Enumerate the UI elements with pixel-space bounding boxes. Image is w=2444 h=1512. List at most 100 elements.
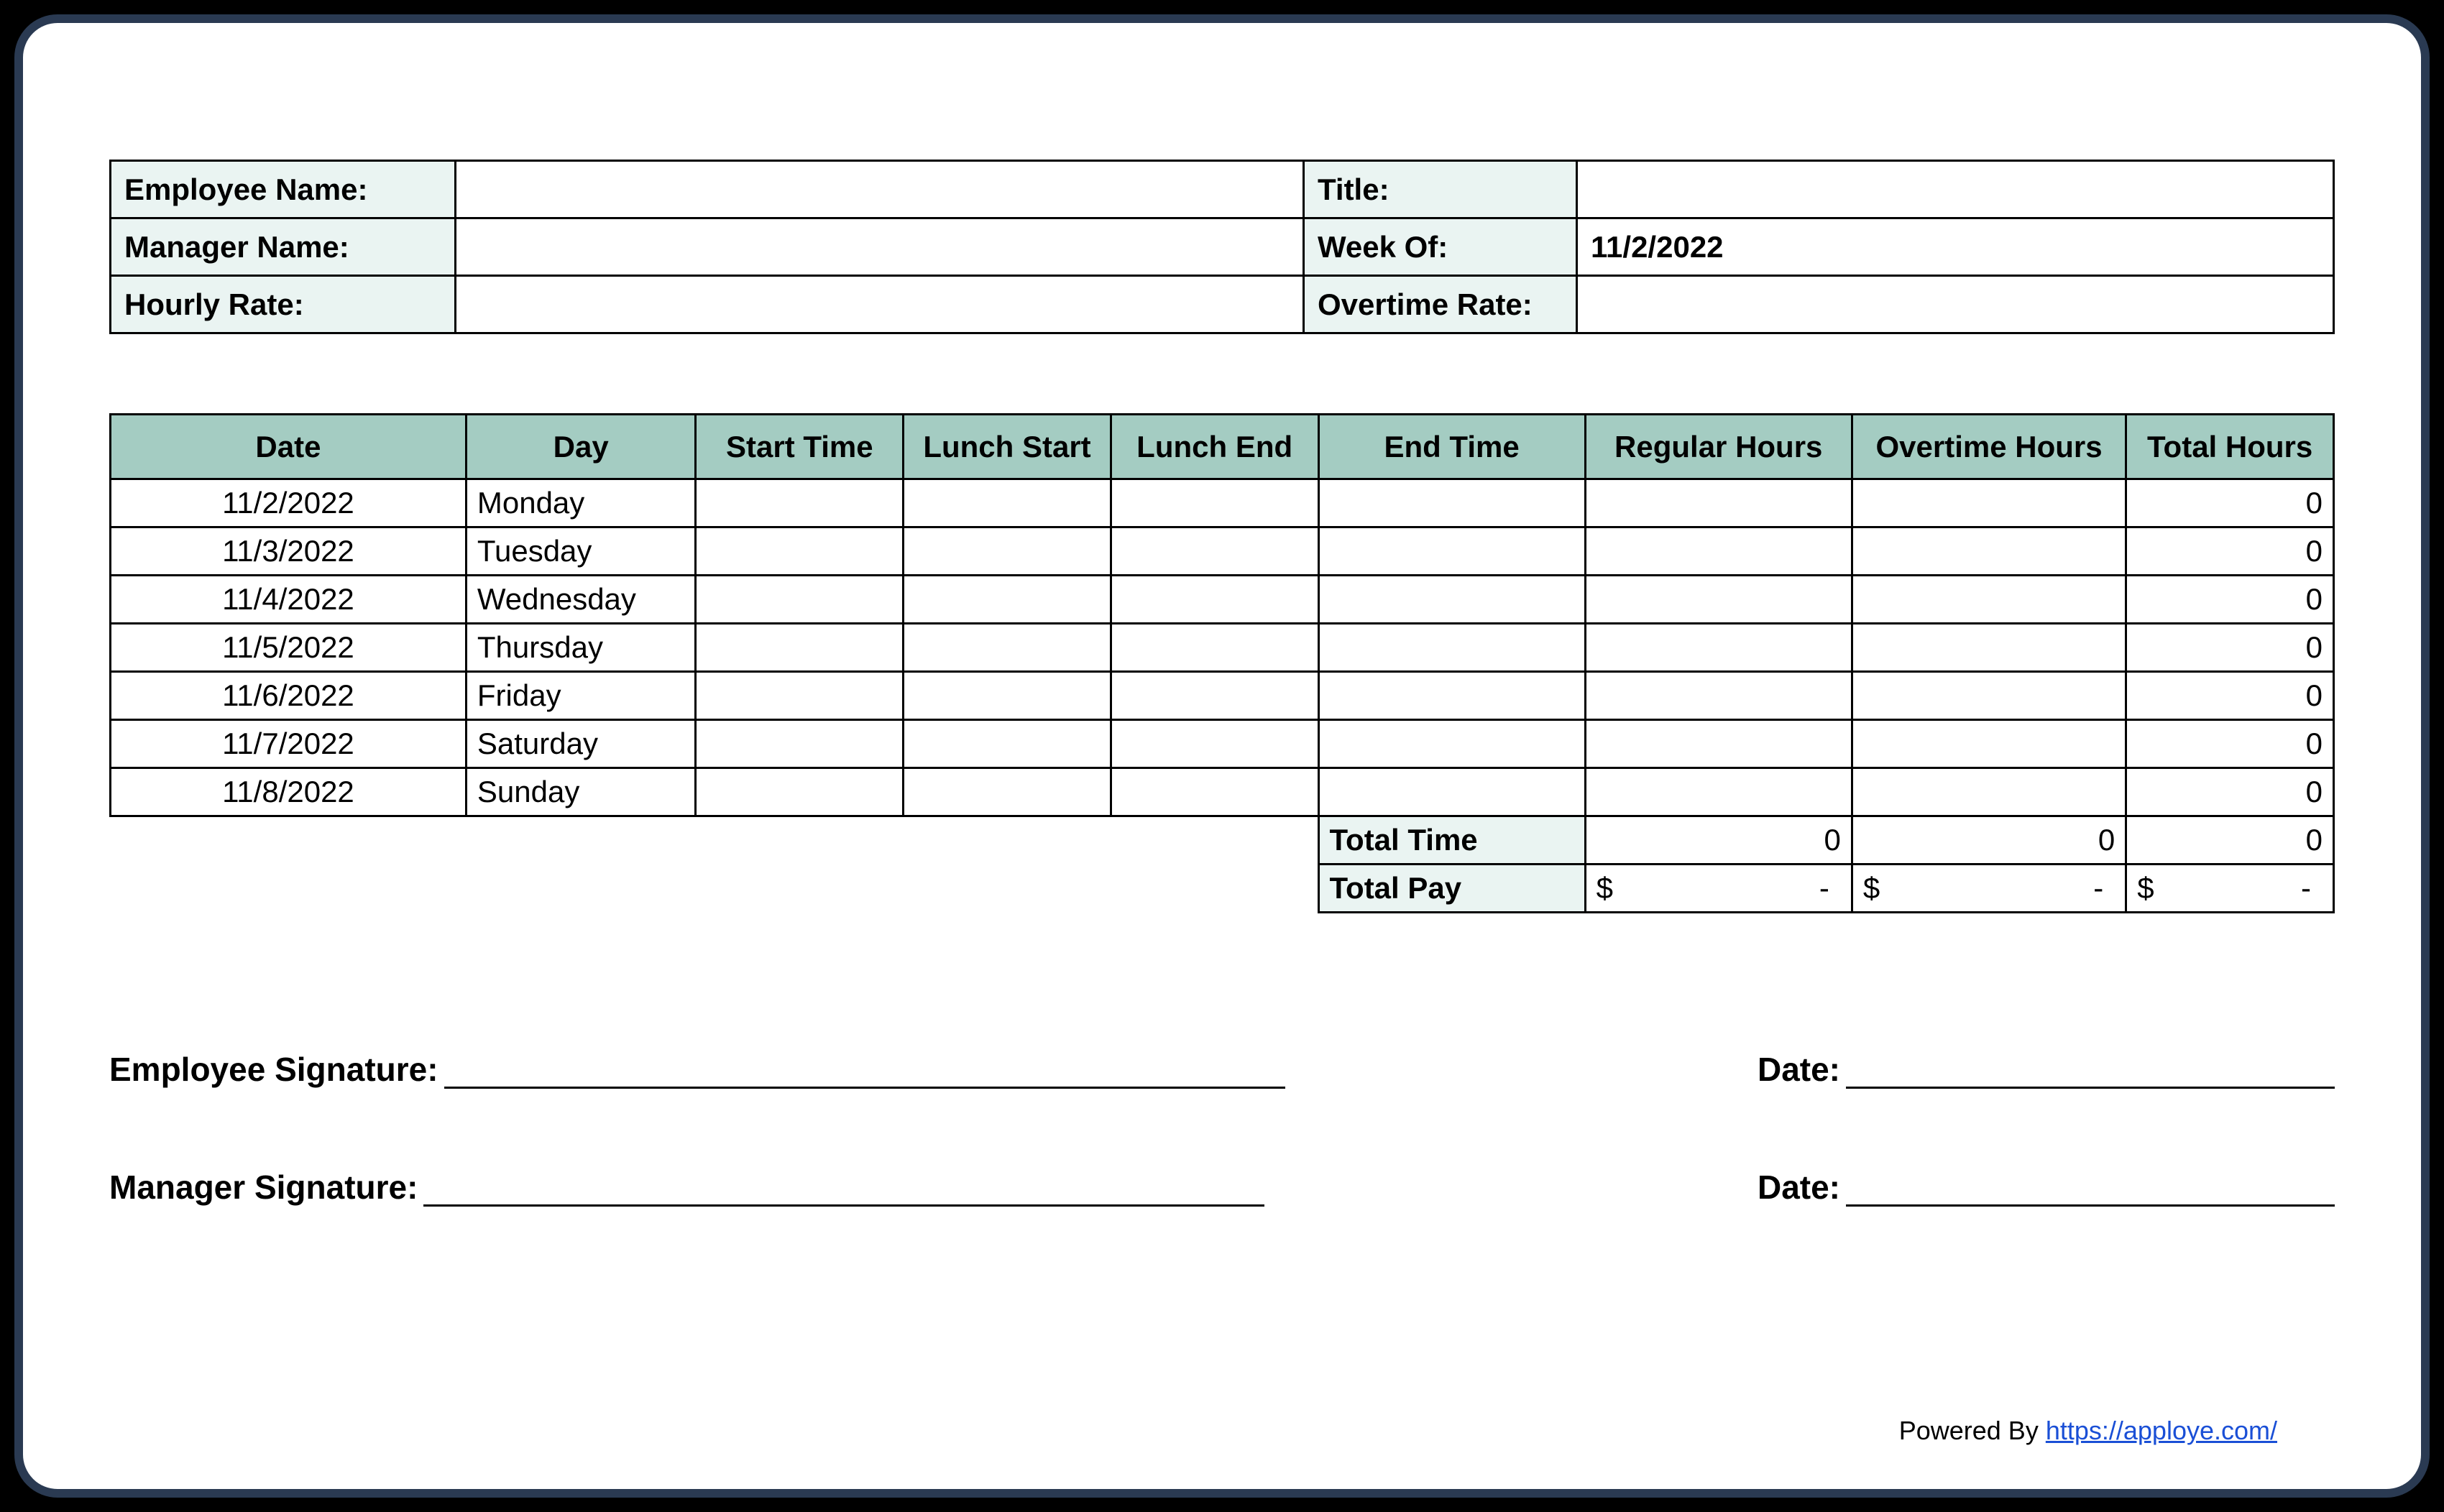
start-cell[interactable] bbox=[696, 624, 904, 672]
table-row: 11/3/2022Tuesday 0 bbox=[111, 527, 2334, 576]
title-value[interactable] bbox=[1577, 161, 2334, 218]
lunch-end-cell[interactable] bbox=[1111, 479, 1318, 527]
week-of-value[interactable]: 11/2/2022 bbox=[1577, 218, 2334, 276]
end-cell[interactable] bbox=[1318, 479, 1585, 527]
start-cell[interactable] bbox=[696, 672, 904, 720]
table-row: 11/5/2022Thursday 0 bbox=[111, 624, 2334, 672]
end-cell[interactable] bbox=[1318, 768, 1585, 816]
manager-signature-line[interactable] bbox=[423, 1174, 1264, 1207]
total-hours-cell: 0 bbox=[2126, 720, 2334, 768]
start-cell[interactable] bbox=[696, 479, 904, 527]
total-reg-time: 0 bbox=[1585, 816, 1852, 865]
table-row: 11/2/2022Monday0 bbox=[111, 479, 2334, 527]
employee-name-value[interactable] bbox=[456, 161, 1304, 218]
end-cell[interactable] bbox=[1318, 527, 1585, 576]
start-cell[interactable] bbox=[696, 576, 904, 624]
totals-pay-row: Total Pay $ - $ - $ - bbox=[111, 865, 2334, 913]
start-cell[interactable] bbox=[696, 768, 904, 816]
lunch-end-cell[interactable] bbox=[1111, 624, 1318, 672]
col-date-header: Date bbox=[111, 415, 467, 479]
overtime-hours-cell[interactable] bbox=[1852, 624, 2126, 672]
overtime-rate-value[interactable] bbox=[1577, 276, 2334, 333]
lunch-end-cell[interactable] bbox=[1111, 768, 1318, 816]
total-reg-pay: $ - bbox=[1585, 865, 1852, 913]
info-row-1: Employee Name: Title: bbox=[111, 161, 2334, 218]
employee-signature-row: Employee Signature: Date: bbox=[109, 1050, 2335, 1089]
lunch-end-cell[interactable] bbox=[1111, 720, 1318, 768]
manager-signature-label: Manager Signature: bbox=[109, 1168, 418, 1207]
date-cell: 11/3/2022 bbox=[111, 527, 467, 576]
info-row-3: Hourly Rate: Overtime Rate: bbox=[111, 276, 2334, 333]
total-hours-cell: 0 bbox=[2126, 479, 2334, 527]
week-of-label: Week Of: bbox=[1304, 218, 1577, 276]
overtime-hours-cell[interactable] bbox=[1852, 768, 2126, 816]
regular-hours-cell[interactable] bbox=[1585, 576, 1852, 624]
regular-hours-cell[interactable] bbox=[1585, 527, 1852, 576]
total-hours-cell: 0 bbox=[2126, 576, 2334, 624]
manager-date-line[interactable] bbox=[1846, 1174, 2335, 1207]
lunch-start-cell[interactable] bbox=[904, 720, 1111, 768]
overtime-hours-cell[interactable] bbox=[1852, 527, 2126, 576]
lunch-start-cell[interactable] bbox=[904, 576, 1111, 624]
end-cell[interactable] bbox=[1318, 672, 1585, 720]
employee-date-label: Date: bbox=[1758, 1050, 1840, 1089]
total-time-label: Total Time bbox=[1318, 816, 1585, 865]
lunch-end-cell[interactable] bbox=[1111, 672, 1318, 720]
end-cell[interactable] bbox=[1318, 624, 1585, 672]
day-cell: Friday bbox=[466, 672, 696, 720]
overtime-hours-cell[interactable] bbox=[1852, 672, 2126, 720]
regular-hours-cell[interactable] bbox=[1585, 768, 1852, 816]
lunch-end-cell[interactable] bbox=[1111, 527, 1318, 576]
start-cell[interactable] bbox=[696, 527, 904, 576]
overtime-hours-cell[interactable] bbox=[1852, 576, 2126, 624]
hourly-rate-label: Hourly Rate: bbox=[111, 276, 456, 333]
table-row: 11/7/2022Saturday 0 bbox=[111, 720, 2334, 768]
lunch-start-cell[interactable] bbox=[904, 624, 1111, 672]
start-cell[interactable] bbox=[696, 720, 904, 768]
lunch-start-cell[interactable] bbox=[904, 527, 1111, 576]
lunch-end-cell[interactable] bbox=[1111, 576, 1318, 624]
footer-prefix: Powered By bbox=[1899, 1416, 2046, 1445]
day-cell: Saturday bbox=[466, 720, 696, 768]
lunch-start-cell[interactable] bbox=[904, 479, 1111, 527]
day-cell: Monday bbox=[466, 479, 696, 527]
manager-date-label: Date: bbox=[1758, 1168, 1840, 1207]
dollar-sign: $ bbox=[1597, 871, 1613, 905]
dollar-sign: $ bbox=[2137, 871, 2154, 905]
day-cell: Tuesday bbox=[466, 527, 696, 576]
date-cell: 11/6/2022 bbox=[111, 672, 467, 720]
col-reg-header: Regular Hours bbox=[1585, 415, 1852, 479]
timesheet-table: Date Day Start Time Lunch Start Lunch En… bbox=[109, 413, 2335, 913]
employee-name-label: Employee Name: bbox=[111, 161, 456, 218]
end-cell[interactable] bbox=[1318, 576, 1585, 624]
total-hours-cell: 0 bbox=[2126, 768, 2334, 816]
totals-time-row: Total Time 0 0 0 bbox=[111, 816, 2334, 865]
total-hours-cell: 0 bbox=[2126, 624, 2334, 672]
day-cell: Thursday bbox=[466, 624, 696, 672]
col-day-header: Day bbox=[466, 415, 696, 479]
regular-hours-cell[interactable] bbox=[1585, 479, 1852, 527]
lunch-start-cell[interactable] bbox=[904, 672, 1111, 720]
regular-hours-cell[interactable] bbox=[1585, 720, 1852, 768]
overtime-hours-cell[interactable] bbox=[1852, 479, 2126, 527]
employee-date-line[interactable] bbox=[1846, 1056, 2335, 1089]
col-total-header: Total Hours bbox=[2126, 415, 2334, 479]
employee-signature-label: Employee Signature: bbox=[109, 1050, 438, 1089]
overtime-hours-cell[interactable] bbox=[1852, 720, 2126, 768]
date-cell: 11/5/2022 bbox=[111, 624, 467, 672]
end-cell[interactable] bbox=[1318, 720, 1585, 768]
total-hours-cell: 0 bbox=[2126, 527, 2334, 576]
footer-link[interactable]: https://apploye.com/ bbox=[2046, 1416, 2277, 1445]
lunch-start-cell[interactable] bbox=[904, 768, 1111, 816]
info-table: Employee Name: Title: Manager Name: Week… bbox=[109, 160, 2335, 334]
regular-hours-cell[interactable] bbox=[1585, 672, 1852, 720]
col-ot-header: Overtime Hours bbox=[1852, 415, 2126, 479]
regular-hours-cell[interactable] bbox=[1585, 624, 1852, 672]
info-row-2: Manager Name: Week Of: 11/2/2022 bbox=[111, 218, 2334, 276]
manager-name-value[interactable] bbox=[456, 218, 1304, 276]
hourly-rate-value[interactable] bbox=[456, 276, 1304, 333]
col-lend-header: Lunch End bbox=[1111, 415, 1318, 479]
employee-signature-line[interactable] bbox=[444, 1056, 1285, 1089]
day-cell: Sunday bbox=[466, 768, 696, 816]
date-cell: 11/7/2022 bbox=[111, 720, 467, 768]
